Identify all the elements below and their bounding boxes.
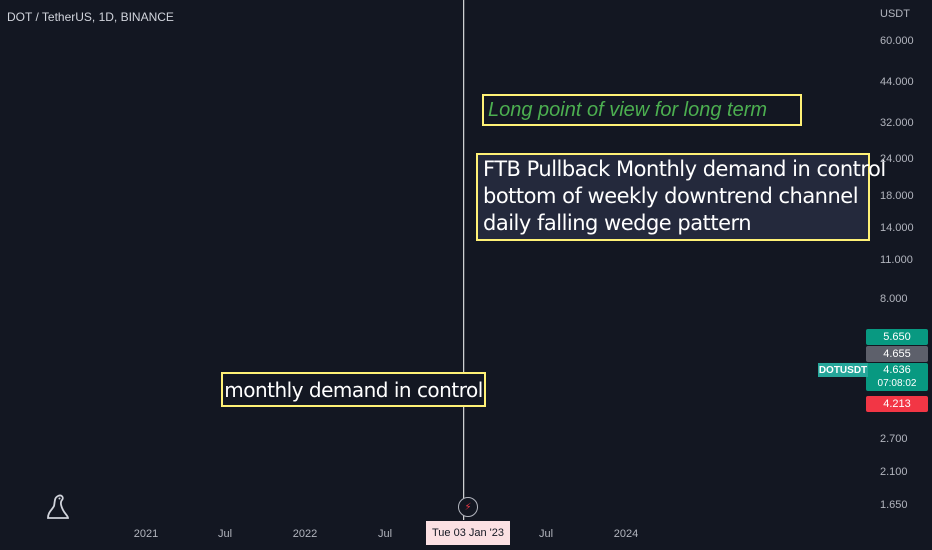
demand-zone-label[interactable]: monthly demand in control: [221, 372, 486, 407]
price-tick: 44.000: [880, 76, 914, 88]
price-tick: 11.000: [880, 254, 913, 266]
price-tick: 2.100: [880, 466, 908, 478]
symbol-title: DOT / TetherUS, 1D, BINANCE: [7, 10, 174, 24]
time-tick: Jul: [377, 528, 393, 540]
price-tick: 8.000: [880, 293, 908, 305]
crosshair-time-label: Tue 03 Jan '23: [426, 521, 510, 545]
time-tick: 2024: [613, 528, 639, 540]
time-tick: 2022: [292, 528, 318, 540]
price-tick: 18.000: [880, 190, 914, 202]
price-tag-upper: 5.650: [866, 329, 928, 345]
price-tick: 32.000: [880, 117, 914, 129]
price-tag-lower: 4.213: [866, 396, 928, 412]
price-tick: 60.000: [880, 35, 914, 47]
flash-icon[interactable]: ⚡: [458, 497, 478, 517]
analysis-line-1: FTB Pullback Monthly demand in control: [483, 157, 886, 181]
symbol-price-tag: DOTUSDT: [818, 363, 868, 377]
price-tick: 24.000: [880, 153, 914, 165]
last-price: 4.636: [883, 364, 911, 376]
analysis-note[interactable]: FTB Pullback Monthly demand in control b…: [476, 153, 886, 241]
time-tick: Jul: [538, 528, 554, 540]
analysis-line-3: daily falling wedge pattern: [483, 211, 752, 235]
price-axis[interactable]: USDT 60.000 44.000 32.000 24.000 18.000 …: [862, 0, 932, 520]
time-tick: 2021: [133, 528, 159, 540]
currency-label: USDT: [880, 8, 910, 20]
tradingview-logo-icon[interactable]: [44, 492, 72, 522]
time-tick: Jul: [217, 528, 233, 540]
long-view-note[interactable]: Long point of view for long term: [482, 94, 802, 126]
price-tick: 1.650: [880, 499, 908, 511]
price-tag-last: 4.636 07:08:02: [866, 363, 928, 391]
price-tick: 2.700: [880, 433, 908, 445]
analysis-line-2: bottom of weekly downtrend channel: [483, 184, 859, 208]
price-tick: 14.000: [880, 222, 914, 234]
bar-countdown: 07:08:02: [877, 378, 917, 389]
price-tag-crosshair: 4.655: [866, 346, 928, 362]
